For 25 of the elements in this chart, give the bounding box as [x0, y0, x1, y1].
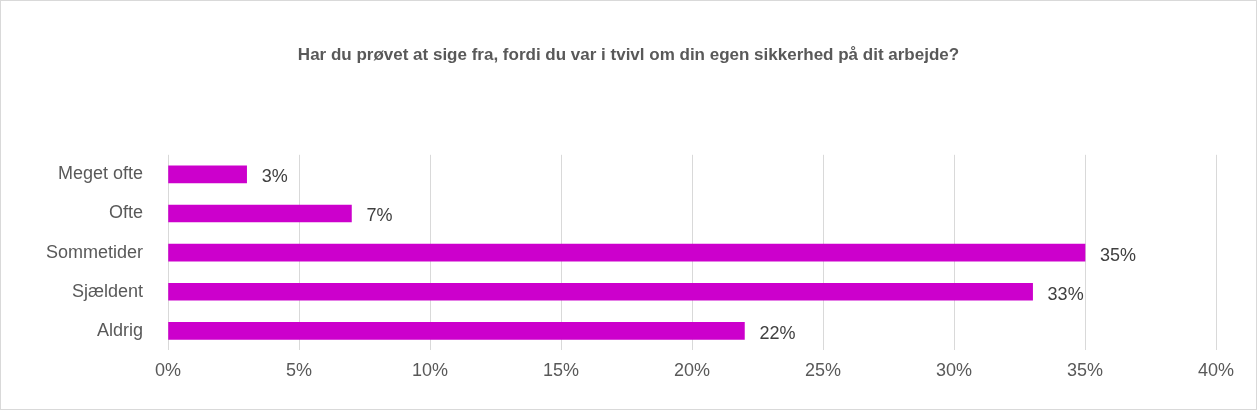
- y-tick-label: Ofte: [109, 202, 144, 223]
- x-tick-label: 15%: [543, 360, 580, 381]
- bar: [168, 322, 745, 340]
- bar: [168, 165, 247, 184]
- y-tick-label: Aldrig: [97, 319, 144, 340]
- x-tick-label: 0%: [155, 360, 182, 381]
- data-label: 33%: [1047, 283, 1084, 304]
- data-label: 7%: [366, 205, 393, 226]
- data-label: 35%: [1100, 244, 1137, 265]
- bar: [168, 282, 1033, 301]
- data-label: 3%: [261, 166, 288, 187]
- x-tick-label: 25%: [805, 360, 842, 381]
- bar: [168, 243, 1086, 262]
- bar: [168, 204, 352, 223]
- data-label: 22%: [759, 322, 796, 343]
- y-tick-label: Meget ofte: [57, 163, 144, 184]
- x-tick-label: 30%: [935, 360, 973, 381]
- x-tick-label: 10%: [412, 360, 449, 381]
- y-tick-label: Sommetider: [46, 241, 144, 262]
- x-tick-label: 20%: [674, 360, 711, 381]
- x-tick-label: 5%: [286, 360, 313, 381]
- x-tick-label: 35%: [1066, 360, 1104, 381]
- chart-title: Har du prøvet at sige fra, fordi du var i tvivl om din egen sikkerhed på dit arbejde?: [296, 44, 961, 66]
- x-tick-label: 40%: [1197, 360, 1235, 381]
- y-tick-label: Sjældent: [71, 280, 144, 301]
